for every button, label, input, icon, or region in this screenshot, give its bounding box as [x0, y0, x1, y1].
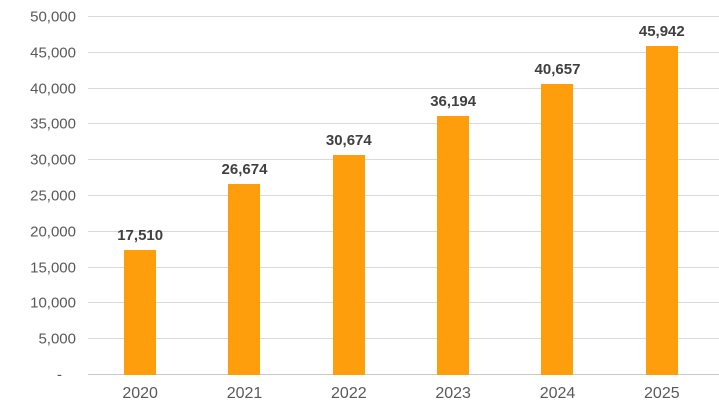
bar [124, 249, 157, 375]
y-tick-label: 50,000 [30, 8, 76, 26]
x-tick-label: 2025 [644, 385, 680, 402]
bar [541, 83, 574, 375]
plot-area: 17,510 26,674 30,674 36,194 40,657 45,942 [88, 16, 719, 375]
gridline [88, 338, 719, 340]
y-tick-label: 35,000 [30, 115, 76, 133]
y-tick-label: 5,000 [38, 330, 76, 348]
y-tick-label: - [57, 366, 62, 384]
gridline [88, 16, 719, 17]
gridline [88, 230, 719, 232]
y-axis: - 5,000 10,000 15,000 20,000 25,000 30,000 35,0… [0, 10, 76, 383]
gridline [88, 195, 719, 196]
gridline [88, 159, 719, 161]
x-axis: 2020 2021 2022 2023 2024 2025 [88, 375, 714, 415]
y-tick-label: 30,000 [30, 151, 76, 169]
bar-column: 45,942 [610, 17, 714, 375]
x-tick-label: 2024 [539, 385, 576, 402]
bar-column: 36,194 [401, 17, 505, 375]
bar-column: 26,674 [192, 17, 296, 375]
y-tick-label: 40,000 [30, 80, 76, 98]
x-tick-label: 2022 [331, 385, 367, 402]
gridline [88, 302, 719, 304]
bar-value-label: 36,194 [430, 92, 477, 110]
bar [645, 46, 678, 375]
y-tick-label: 45,000 [30, 44, 76, 62]
bar [332, 155, 365, 375]
bar-column: 40,657 [505, 17, 609, 375]
x-tick-label: 2021 [226, 385, 263, 402]
y-tick-label: 20,000 [30, 223, 76, 241]
x-tick-label: 2023 [435, 385, 471, 402]
bar-value-label: 26,674 [221, 161, 268, 179]
x-tick-label: 2020 [122, 385, 158, 402]
bar-value-label: 17,510 [117, 226, 164, 244]
gridline [88, 266, 719, 268]
bar-column: 30,674 [297, 17, 401, 375]
gridline [88, 51, 719, 53]
y-tick-label: 25,000 [30, 187, 76, 205]
y-tick-label: 10,000 [30, 294, 76, 312]
bar [437, 115, 470, 375]
gridline [88, 87, 719, 89]
bar-column: 17,510 [88, 17, 192, 375]
gridline [88, 123, 719, 125]
bar-value-label: 40,657 [534, 60, 581, 78]
y-tick-label: 15,000 [30, 259, 76, 277]
bar [228, 184, 261, 375]
bar-value-label: 30,674 [325, 132, 372, 150]
x-axis-line [88, 374, 719, 375]
bar-value-label: 45,942 [638, 23, 685, 41]
